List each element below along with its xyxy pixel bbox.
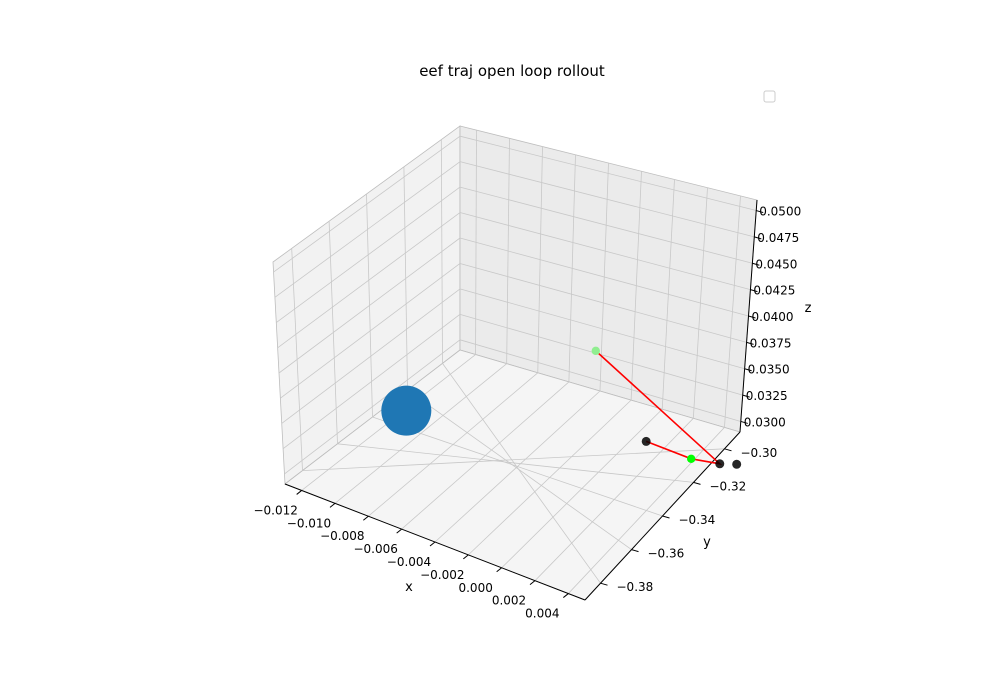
x-tick-label: 0.000 [458, 581, 492, 595]
z-tick [754, 236, 762, 240]
x-tick-label: −0.004 [387, 555, 431, 569]
z-grid-back [459, 313, 743, 396]
y-tick-label: −0.38 [617, 580, 654, 594]
x-axis-line [284, 483, 586, 601]
chart-title: eef traj open loop rollout [419, 62, 605, 80]
z-axis-label: z [805, 301, 812, 316]
y-axis-line [584, 431, 741, 601]
axes [284, 199, 764, 601]
y-tick [600, 582, 608, 586]
z-tick [750, 289, 758, 293]
z-grid-back [459, 186, 753, 264]
x-tick [496, 567, 502, 573]
start-marker [686, 454, 696, 463]
z-grid-left [280, 263, 461, 399]
x-tick-label: −0.012 [253, 503, 297, 517]
z-grid-back [459, 161, 755, 238]
tick-labels: −0.012−0.010−0.008−0.006−0.004−0.0020.00… [253, 205, 801, 621]
z-tick [748, 315, 756, 319]
z-grid-left [274, 161, 461, 298]
z-grid-left [284, 339, 461, 475]
z-tick-label: 0.0375 [750, 336, 792, 350]
x-tick [396, 528, 402, 534]
y-axis-label: y [703, 535, 711, 550]
y-tick [631, 549, 639, 553]
y-grid-floor [337, 443, 694, 483]
z-tick [746, 341, 754, 345]
z-tick-label: 0.0300 [744, 415, 786, 429]
z-tick [744, 368, 752, 372]
z-grid-left [278, 237, 461, 374]
waypoint-marker [715, 459, 725, 469]
y-tick-label: −0.30 [741, 446, 778, 460]
data-marks [381, 346, 742, 469]
z-grid-back [459, 135, 757, 211]
z-grid-left [281, 288, 461, 424]
y-grid-floor [372, 416, 663, 517]
x-tick-label: −0.010 [287, 516, 331, 530]
z-grid-back [459, 339, 741, 422]
trajectory-line [595, 350, 723, 466]
goal-marker [591, 346, 600, 356]
z-tick [740, 420, 748, 424]
z-grid-back [459, 237, 749, 317]
x-tick [529, 580, 536, 586]
waypoint-marker [732, 459, 742, 469]
x-axis-label: x [405, 580, 413, 595]
x-tick-label: −0.008 [320, 529, 364, 543]
z-tick-label: 0.0500 [759, 205, 801, 219]
y-grid-floor [302, 448, 725, 471]
z-tick [756, 210, 764, 214]
z-tick-label: 0.0475 [757, 231, 799, 245]
z-grid-left [276, 186, 461, 323]
z-grid-back [459, 212, 751, 291]
y-tick [662, 515, 670, 519]
x-tick [429, 541, 436, 547]
grid-lines [273, 130, 757, 594]
y-tick [724, 448, 732, 452]
x-tick-label: 0.002 [492, 594, 526, 608]
z-grid-back [459, 263, 747, 343]
x-tick [296, 490, 302, 495]
z-tick-label: 0.0450 [755, 257, 797, 271]
y-grid-floor [442, 363, 601, 584]
y-tick-label: −0.34 [679, 513, 716, 527]
x-tick [329, 502, 336, 508]
legend [763, 90, 776, 103]
z-tick-label: 0.0425 [753, 284, 795, 298]
x-tick-label: 0.004 [525, 607, 559, 621]
z-tick [742, 394, 750, 398]
x-tick [463, 554, 469, 560]
z-tick [752, 262, 760, 266]
x-tick [363, 515, 369, 521]
legend-box [763, 90, 776, 103]
z-grid-back [459, 288, 745, 370]
y-tick [693, 481, 701, 485]
y-tick-label: −0.36 [648, 547, 685, 561]
x-tick-label: −0.006 [353, 542, 397, 556]
z-axis-line [739, 199, 758, 433]
y-tick-label: −0.32 [710, 479, 747, 493]
z-grid-left [273, 135, 461, 273]
waypoint-marker [641, 436, 651, 446]
z-tick-label: 0.0350 [748, 363, 790, 377]
z-grid-left [277, 212, 461, 349]
z-tick-label: 0.0325 [746, 389, 788, 403]
x-tick-label: −0.002 [420, 568, 464, 582]
x-tick [563, 593, 569, 598]
object-marker [381, 385, 432, 436]
z-tick-label: 0.0400 [752, 310, 794, 324]
z-grid-left [282, 314, 461, 450]
